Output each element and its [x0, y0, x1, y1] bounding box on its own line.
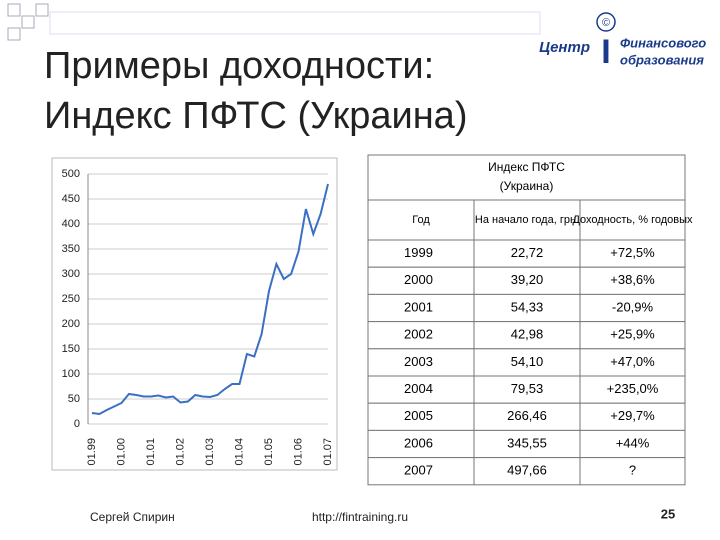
x-tick-label: 01.04 — [233, 438, 245, 466]
table-cell: +44% — [616, 435, 650, 450]
table-row — [367, 402, 686, 431]
column-header-row — [367, 199, 686, 241]
y-tick-label: 0 — [74, 418, 80, 430]
x-tick-label: 01.01 — [145, 438, 157, 466]
table-title: Индекс ПФТС — [488, 160, 565, 174]
logo-letter: I — [601, 33, 610, 71]
y-tick-label: 100 — [62, 368, 80, 380]
table-cell: 266,46 — [507, 408, 547, 423]
table-cell: -20,9% — [612, 299, 654, 314]
table-cell: 2000 — [404, 272, 433, 287]
x-tick-label: 01.02 — [174, 438, 186, 466]
title: Индекс ПФТС (Украина) — [44, 95, 467, 137]
table-cell: 54,33 — [511, 299, 544, 314]
title: Примеры доходности: — [44, 45, 434, 87]
deco — [21, 15, 35, 29]
logo-circle — [596, 12, 616, 32]
table-title: (Украина) — [500, 179, 554, 193]
table-cell: 79,53 — [511, 381, 544, 396]
table-cell: 42,98 — [511, 327, 544, 342]
x-tick-label: 01.07 — [322, 438, 334, 466]
y-tick-label: 350 — [62, 243, 80, 255]
x-tick-label: 01.06 — [292, 438, 304, 466]
y-tick-label: 250 — [62, 293, 80, 305]
deco — [7, 27, 21, 41]
table-row — [367, 375, 686, 404]
table-cell: 2002 — [404, 327, 433, 342]
table-row — [367, 321, 686, 350]
table-cell: 2006 — [404, 435, 433, 450]
page-number: 25 — [661, 506, 675, 521]
table-row — [367, 239, 686, 268]
table-cell: +38,6% — [610, 272, 655, 287]
logo-text: образования — [620, 52, 704, 67]
chart-frame — [51, 157, 338, 471]
x-tick-label: 01.05 — [263, 438, 275, 466]
table: Индекс ПФТС (Украина) Год На начало года, г… — [367, 154, 693, 486]
logo-mark: © — [602, 17, 610, 29]
table-cell: ? — [629, 463, 636, 478]
table-row — [367, 266, 686, 295]
footer-url: http://fintraining.ru — [312, 510, 408, 524]
deco — [7, 3, 21, 17]
table-row — [367, 457, 686, 486]
table-cell: 497,66 — [507, 463, 547, 478]
table-cell: +72,5% — [610, 245, 655, 260]
logo-text: Центр — [539, 39, 590, 56]
column-header: Год — [412, 214, 430, 226]
deco — [35, 3, 49, 17]
y-tick-label: 400 — [62, 218, 80, 230]
logo: © I Центр Финансового образования — [539, 12, 706, 71]
footer-author: Сергей Спирин — [90, 510, 175, 524]
y-tick-label: 150 — [62, 343, 80, 355]
y-tick-label: 200 — [62, 318, 80, 330]
x-tick-label: 01.99 — [86, 438, 98, 466]
y-tick-label: 50 — [68, 393, 80, 405]
table-cell: 2001 — [404, 299, 433, 314]
table-cell: +235,0% — [607, 381, 659, 396]
column-header: На начало года, грн. — [475, 214, 579, 226]
deco-bar — [49, 11, 541, 35]
table-cell: 2007 — [404, 463, 433, 478]
table-cell: 54,10 — [511, 354, 544, 369]
table-cell: 345,55 — [507, 435, 547, 450]
table-cell: 1999 — [404, 245, 433, 260]
x-tick-label: 01.00 — [115, 438, 127, 466]
x-tick-label: 01.03 — [204, 438, 216, 466]
y-tick-label: 500 — [62, 168, 80, 180]
table-cell: +25,9% — [610, 327, 655, 342]
table-cell: 2005 — [404, 408, 433, 423]
table-cell: 2003 — [404, 354, 433, 369]
table-row — [367, 348, 686, 377]
logo-text: Финансового — [620, 35, 706, 50]
y-tick-label: 450 — [62, 193, 80, 205]
table-cell: 39,20 — [511, 272, 544, 287]
table-cell: +29,7% — [610, 408, 655, 423]
table-cell: +47,0% — [610, 354, 655, 369]
table-cell: 2004 — [404, 381, 433, 396]
y-tick-label: 300 — [62, 268, 80, 280]
series-line — [91, 183, 329, 416]
table-cell: 22,72 — [511, 245, 544, 260]
column-header: Доходность, % годовых — [572, 214, 693, 226]
